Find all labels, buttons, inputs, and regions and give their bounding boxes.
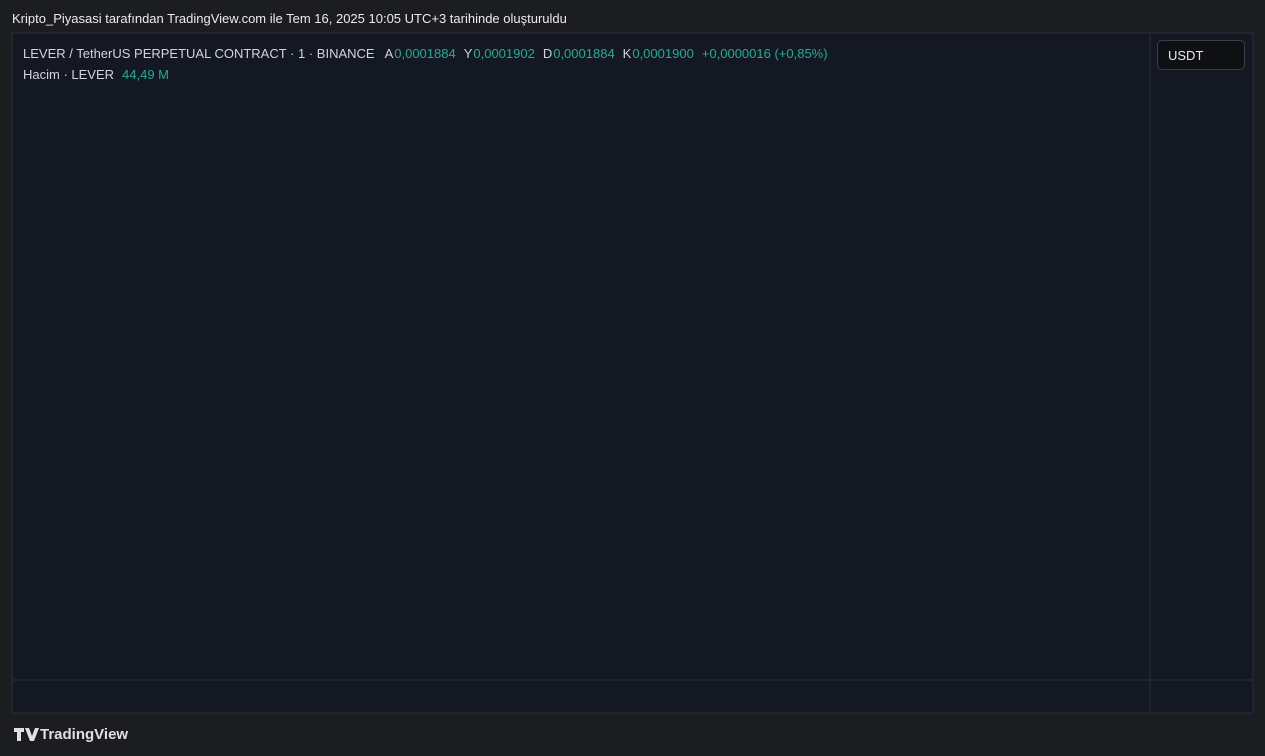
footer-brand: TradingView: [40, 726, 129, 743]
legend-value: 0,0001900: [632, 46, 694, 61]
volume-legend: 44,49 M: [122, 67, 170, 82]
change: +0,0000016 (+0,85%): [701, 46, 828, 61]
legend-key: K: [622, 46, 632, 61]
legend-key: D: [542, 46, 553, 61]
symbol: LEVER / TetherUS PERPETUAL CONTRACT · 1 …: [23, 46, 375, 61]
legend-key: A: [384, 46, 394, 61]
panel: [11, 32, 1254, 714]
legend-value: 0,0001884: [394, 46, 456, 61]
legend-value: 0,0001884: [553, 46, 615, 61]
legend-value: 0,0001902: [473, 46, 535, 61]
currency-button[interactable]: USDT: [1157, 40, 1245, 70]
volume-title: Hacim · LEVER: [23, 67, 115, 82]
volume-legend-row: Hacim · LEVER 44,49 M: [23, 67, 177, 82]
logo: [14, 728, 39, 741]
legend-row: LEVER / TetherUS PERPETUAL CONTRACT · 1 …: [23, 46, 836, 61]
snapshot-title: Kripto_Piyasasi tarafından TradingView.c…: [12, 11, 567, 26]
legend-key: Y: [463, 46, 473, 61]
ohlc: A0,0001884 Y0,0001902 D0,0001884 K0,0001900: [385, 46, 702, 61]
